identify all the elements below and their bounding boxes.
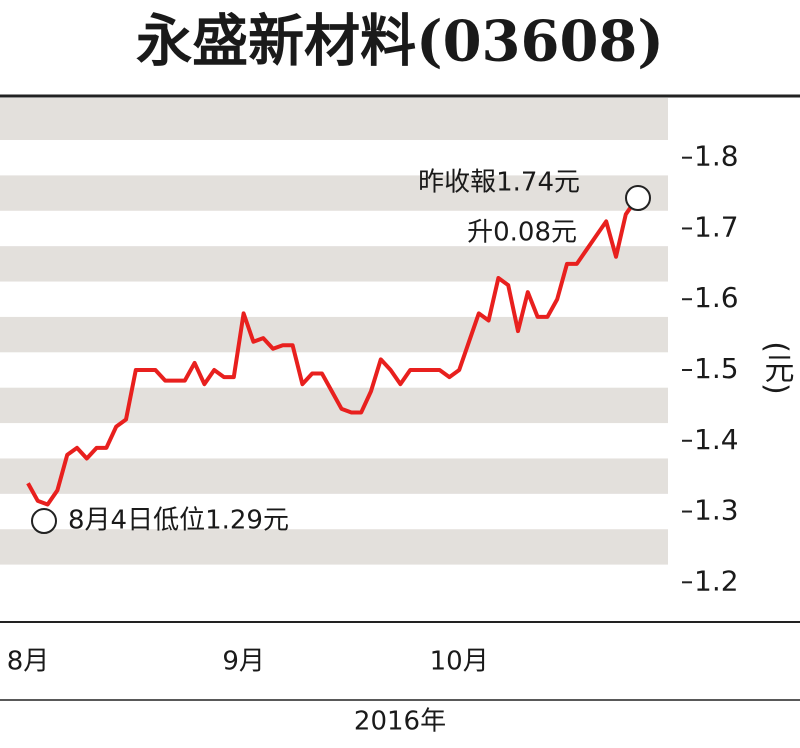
plot-band [0, 352, 668, 388]
y-axis-label: (元) [759, 341, 794, 394]
annotation-marker [625, 185, 651, 211]
price-line [26, 199, 638, 507]
y-tick-label: 1.2 [694, 564, 739, 597]
x-tick-label: 8月 [7, 647, 50, 677]
plot-band [0, 210, 668, 247]
x-tick-label: 10月 [430, 647, 489, 677]
plot-band [0, 564, 668, 600]
y-tick-label: 1.7 [694, 210, 739, 243]
chart-title: 永盛新材料(03608) [136, 9, 664, 75]
plot-top [0, 98, 668, 140]
plot-band [0, 423, 668, 459]
annotation: 8月4日低位1.29元 [68, 506, 289, 536]
annotation: 昨收報1.74元 [418, 168, 580, 198]
plot-band [0, 281, 668, 317]
y-tick-label: 1.5 [694, 352, 739, 385]
annotation: 升0.08元 [467, 218, 577, 248]
plot-band [0, 140, 668, 176]
annotation-marker [31, 508, 57, 534]
y-tick-label: 1.6 [694, 281, 739, 314]
y-tick-label: 1.3 [694, 494, 739, 527]
y-tick-label: 1.4 [694, 423, 739, 456]
y-tick-label: 1.8 [694, 140, 739, 173]
x-tick-label: 9月 [222, 647, 265, 677]
plot-band [0, 493, 668, 530]
x-axis-label: 2016年 [354, 707, 446, 737]
